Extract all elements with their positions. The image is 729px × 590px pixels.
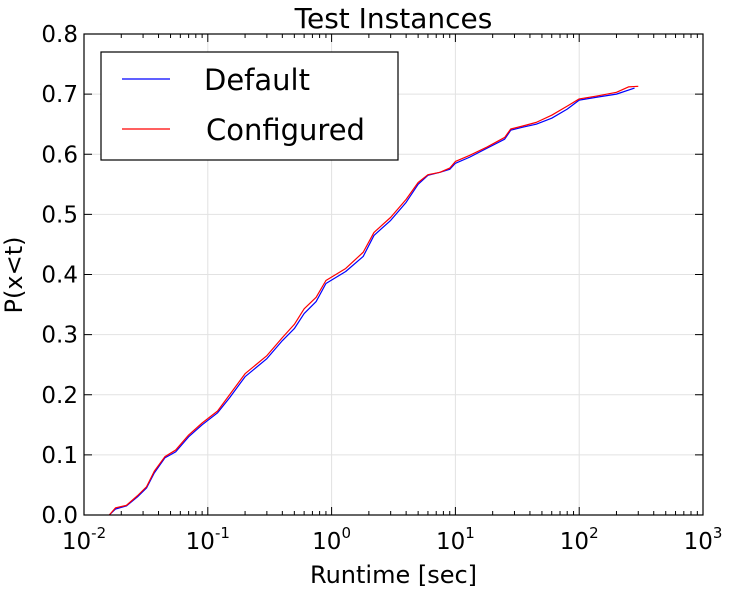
x-tick-label: 100 (312, 524, 351, 555)
x-tick-exponent: 0 (341, 524, 351, 542)
x-tick-exponent: 3 (713, 524, 723, 542)
y-tick-label: 0.1 (41, 443, 78, 469)
x-tick-labels: 10-2 10-1 100 101 102 103 (62, 524, 723, 555)
x-tick-exponent: -1 (215, 524, 230, 542)
y-tick-label: 0.4 (41, 263, 78, 289)
x-tick-base: 10 (186, 529, 215, 555)
axis-ticks (83, 33, 704, 516)
series-line-configured (108, 85, 639, 516)
y-tick-label: 0.6 (41, 142, 78, 168)
y-tick-label: 0.8 (41, 22, 78, 48)
x-tick-label: 10-2 (62, 524, 106, 555)
y-tick-labels: 0.0 0.1 0.2 0.3 0.4 0.5 0.6 0.7 0.8 (41, 22, 78, 529)
x-tick-exponent: 1 (465, 524, 475, 542)
x-tick-label: 10-1 (186, 524, 230, 555)
series-line-default (108, 87, 635, 516)
x-axis-label: Runtime [sec] (310, 561, 477, 589)
y-tick-label: 0.0 (41, 503, 78, 529)
y-tick-label: 0.3 (41, 323, 78, 349)
x-tick-exponent: -2 (91, 524, 106, 542)
legend-label-default: Default (204, 63, 310, 97)
legend-box (100, 51, 399, 161)
x-tick-base: 10 (560, 529, 589, 555)
x-tick-base: 10 (62, 529, 91, 555)
x-tick-base: 10 (684, 529, 713, 555)
y-tick-label: 0.7 (41, 82, 78, 108)
legend-label-configured: Configured (206, 113, 365, 147)
x-tick-label: 101 (436, 524, 475, 555)
x-tick-base: 10 (436, 529, 465, 555)
chart-title: Test Instances (294, 2, 493, 35)
legend: Default Configured (100, 51, 399, 161)
x-tick-label: 103 (684, 524, 723, 555)
x-tick-base: 10 (312, 529, 341, 555)
y-tick-label: 0.5 (41, 202, 78, 228)
x-tick-exponent: 2 (589, 524, 599, 542)
y-tick-label: 0.2 (41, 383, 78, 409)
series-lines (108, 85, 639, 516)
y-axis-label: P(x<t) (0, 237, 28, 314)
x-tick-label: 102 (560, 524, 599, 555)
